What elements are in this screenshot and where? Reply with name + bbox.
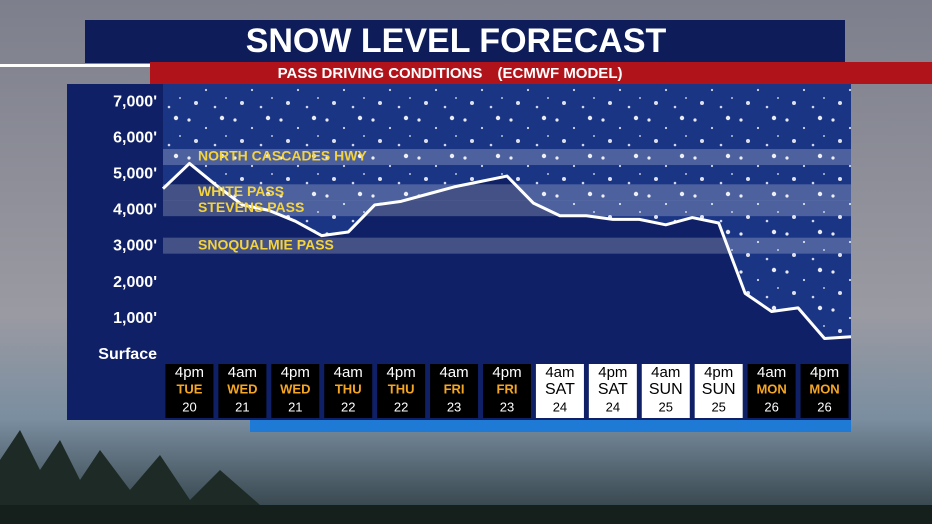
x-tick-day: THU (388, 381, 415, 396)
subtitle-bar (150, 62, 932, 84)
y-tick-label: 2,000' (113, 274, 157, 291)
category-box (800, 364, 849, 418)
y-tick-label: 5,000' (113, 165, 157, 182)
x-tick-date: 26 (764, 399, 778, 414)
y-tick-label: 3,000' (113, 238, 157, 255)
x-tick-time: 4pm (810, 364, 839, 381)
x-tick-date: 23 (447, 399, 461, 414)
ground (0, 505, 932, 524)
x-tick-time: 4pm (492, 364, 521, 381)
pass-band (163, 149, 851, 166)
x-tick-time: 4pm (704, 364, 733, 381)
x-tick-time: 4pm (598, 364, 627, 381)
pass-band (163, 200, 851, 217)
x-tick-day: WED (280, 381, 310, 396)
pass-band (163, 237, 851, 254)
x-tick-day: SUN (649, 381, 683, 398)
x-tick-date: 23 (500, 399, 514, 414)
pass-label: NORTH CASCADES HWY (198, 148, 367, 164)
x-tick-date: 20 (182, 399, 196, 414)
category-box (271, 364, 320, 418)
y-tick-label: 1,000' (113, 310, 157, 327)
x-tick-time: 4pm (387, 364, 416, 381)
x-tick-date: 26 (817, 399, 831, 414)
x-tick-date: 25 (659, 399, 673, 414)
x-tick-time: 4am (439, 364, 468, 381)
area (163, 163, 851, 362)
category-box (483, 364, 531, 418)
x-tick-day: SAT (598, 381, 628, 398)
subtitle: PASS DRIVING CONDITIONS (278, 65, 483, 82)
x-tick-day: WED (227, 381, 257, 396)
category-box (747, 364, 796, 418)
category-box (324, 364, 373, 418)
x-tick-day: SUN (702, 381, 736, 398)
pass-label: WHITE PASS (198, 183, 284, 199)
x-tick-day: FRI (497, 381, 518, 396)
x-tick-date: 22 (394, 399, 408, 414)
x-tick-time: 4am (334, 364, 363, 381)
x-tick-date: 21 (235, 399, 249, 414)
y-tick-label: Surface (98, 346, 157, 363)
x-tick-date: 24 (553, 399, 567, 414)
x-tick-date: 22 (341, 399, 355, 414)
x-tick-time: 4pm (175, 364, 204, 381)
category-box (165, 364, 214, 418)
y-tick-label: 6,000' (113, 129, 157, 146)
x-tick-day: TUE (176, 381, 202, 396)
x-tick-date: 25 (711, 399, 725, 414)
x-tick-day: FRI (444, 381, 465, 396)
title-bar (85, 20, 845, 63)
pass-band (163, 184, 851, 201)
trees (0, 430, 932, 524)
x-tick-day: THU (335, 381, 362, 396)
category-box (535, 364, 584, 418)
x-tick-day: SAT (545, 381, 575, 398)
x-tick-time: 4pm (281, 364, 310, 381)
accent-line (0, 64, 160, 67)
category-box (377, 364, 426, 418)
pass-label: SNOQUALMIE PASS (198, 236, 334, 252)
category-box (694, 364, 743, 418)
x-tick-time: 4am (545, 364, 574, 381)
model: (ECMWF MODEL) (498, 65, 623, 82)
pass-label: STEVENS PASS (198, 199, 304, 215)
line (161, 161, 852, 341)
category-box (588, 364, 637, 418)
x-tick-day: MON (809, 381, 839, 396)
category-box (430, 364, 479, 418)
x-tick-date: 21 (288, 399, 302, 414)
x-tick-time: 4am (651, 364, 680, 381)
x-tick-time: 4am (757, 364, 786, 381)
y-tick-label: 7,000' (113, 93, 157, 110)
category-box (641, 364, 690, 418)
y-tick-label: 4,000' (113, 202, 157, 219)
x-tick-day: MON (756, 381, 786, 396)
category-box (218, 364, 267, 418)
chart-title: SNOW LEVEL FORECAST (246, 22, 667, 60)
x-tick-date: 24 (606, 399, 620, 414)
x-tick-time: 4am (228, 364, 257, 381)
accent-strip (250, 420, 851, 432)
